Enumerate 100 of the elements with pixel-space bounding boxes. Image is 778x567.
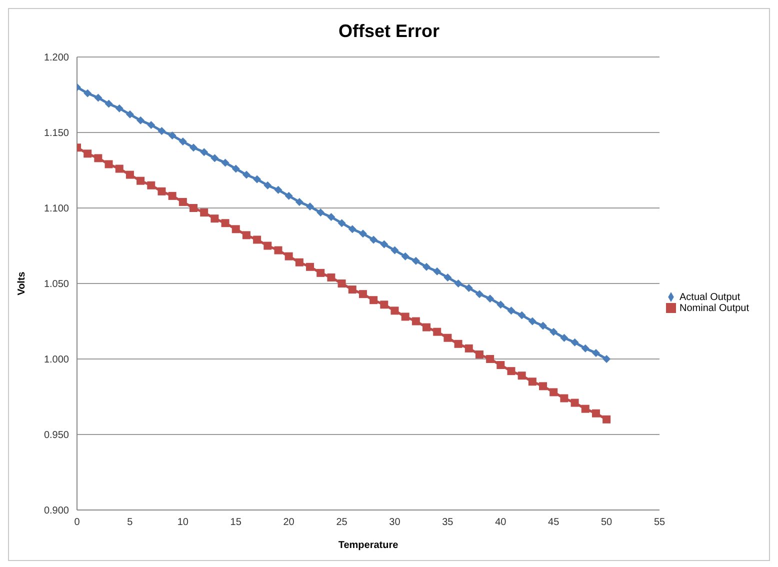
point (168, 132, 176, 140)
point (550, 388, 558, 396)
point (200, 148, 208, 156)
point (475, 290, 484, 298)
point (454, 340, 462, 348)
point (136, 176, 145, 185)
point (539, 382, 548, 390)
y-tick-label: 1.000 (44, 354, 70, 366)
x-tick-label: 25 (336, 517, 348, 528)
point (496, 361, 505, 370)
point (104, 100, 113, 108)
point (338, 280, 346, 288)
point (126, 110, 134, 118)
point (570, 398, 579, 407)
x-tick-label: 10 (177, 517, 189, 528)
y-axis-title: Volts (16, 271, 28, 296)
y-tick-label: 1.200 (44, 52, 70, 64)
point (539, 322, 548, 330)
point (464, 344, 473, 352)
point (338, 219, 346, 228)
x-tick-label: 35 (442, 517, 454, 528)
legend-label: Actual Output (680, 292, 740, 302)
point (560, 394, 568, 402)
point (464, 284, 473, 292)
point (126, 170, 134, 179)
point (274, 186, 282, 194)
point (528, 378, 536, 386)
point (581, 344, 590, 352)
point (284, 192, 293, 200)
point (210, 154, 219, 162)
point (507, 367, 516, 376)
point (115, 164, 124, 173)
x-tick-label: 50 (600, 517, 613, 528)
point (316, 268, 325, 277)
point (232, 164, 240, 173)
point (306, 262, 314, 271)
point (475, 350, 484, 358)
point (253, 175, 262, 184)
point (496, 300, 505, 309)
x-tick-label: 15 (230, 517, 242, 528)
point (390, 246, 399, 254)
point (570, 338, 579, 346)
point (274, 246, 282, 254)
point (147, 181, 156, 190)
point (232, 225, 240, 234)
point (210, 214, 219, 223)
point (178, 138, 187, 146)
point (242, 170, 250, 179)
point (136, 116, 145, 124)
x-tick-label: 20 (283, 517, 295, 528)
point (295, 258, 304, 266)
point (147, 120, 156, 129)
x-tick-label: 30 (389, 517, 401, 528)
point (412, 317, 420, 326)
point (358, 290, 367, 298)
point (444, 334, 452, 342)
point (84, 150, 92, 158)
point (84, 89, 92, 98)
point (433, 267, 442, 276)
point (592, 348, 600, 357)
point (422, 323, 431, 332)
point (264, 242, 272, 250)
point (348, 286, 356, 294)
point (370, 236, 378, 244)
point (200, 208, 208, 217)
x-tick-label: 5 (127, 517, 134, 528)
point (486, 294, 494, 303)
point (518, 311, 526, 320)
point (242, 231, 250, 240)
point (253, 236, 262, 244)
point (518, 372, 526, 380)
x-tick-label: 40 (495, 517, 507, 528)
point (422, 262, 431, 271)
point (348, 225, 356, 234)
point (168, 192, 176, 200)
point (264, 181, 272, 190)
x-tick-label: 55 (654, 517, 666, 528)
point (358, 230, 367, 238)
point (316, 208, 325, 217)
y-tick-label: 1.100 (44, 204, 70, 215)
point (380, 240, 388, 248)
point (602, 355, 611, 363)
point (412, 256, 420, 265)
point (94, 94, 102, 102)
point (602, 415, 611, 424)
point (560, 334, 568, 342)
y-tick-label: 0.950 (44, 430, 70, 442)
x-axis-title: Temperature (338, 540, 399, 551)
point (221, 158, 230, 167)
x-tick-label: 45 (548, 517, 560, 528)
point (178, 198, 187, 206)
y-tick-label: 0.900 (44, 506, 70, 517)
point (306, 202, 314, 210)
point (401, 252, 410, 260)
chart-title: Offset Error (337, 21, 441, 43)
point (454, 280, 462, 288)
x-tick-label: 0 (74, 517, 80, 528)
point (190, 204, 198, 212)
point (158, 187, 166, 196)
point (370, 296, 378, 304)
